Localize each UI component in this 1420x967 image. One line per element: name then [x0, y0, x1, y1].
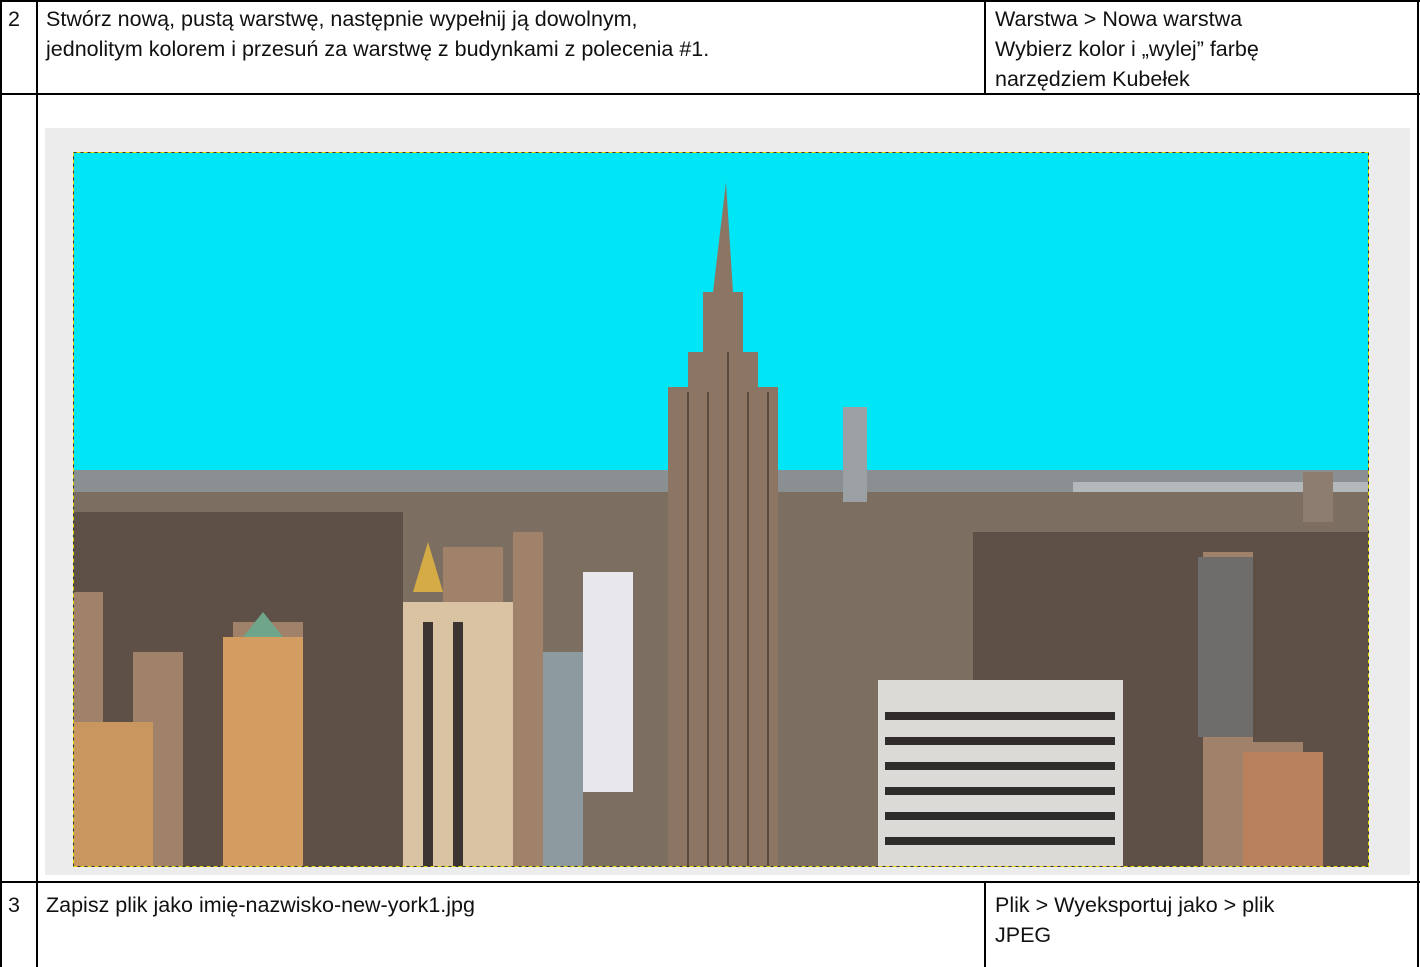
- task-text: Zapisz plik jako imię-nazwisko-new-york1…: [46, 890, 475, 920]
- page: 2 Stwórz nową, pustą warstwę, następnie …: [0, 0, 1420, 967]
- task-text: Stwórz nową, pustą warstwę, następnie wy…: [46, 4, 709, 64]
- text-line: Plik > Wyeksportuj jako > plik: [995, 890, 1274, 920]
- border: [0, 0, 1420, 2]
- border: [1417, 0, 1419, 967]
- text-line: JPEG: [995, 920, 1274, 950]
- border: [984, 881, 986, 967]
- border: [0, 0, 2, 967]
- step-number: 3: [8, 890, 20, 920]
- border: [36, 0, 38, 967]
- text-line: narzędziem Kubełek: [995, 64, 1259, 94]
- photo: [73, 152, 1369, 867]
- text-line: jednolitym kolorem i przesuń za warstwę …: [46, 34, 709, 64]
- border: [0, 881, 1420, 883]
- text-line: Stwórz nową, pustą warstwę, następnie wy…: [46, 4, 709, 34]
- text-line: Zapisz plik jako imię-nazwisko-new-york1…: [46, 890, 475, 920]
- border: [984, 0, 986, 94]
- step-number: 2: [8, 4, 20, 34]
- text-line: Warstwa > Nowa warstwa: [995, 4, 1259, 34]
- text-line: Wybierz kolor i „wylej” farbę: [995, 34, 1259, 64]
